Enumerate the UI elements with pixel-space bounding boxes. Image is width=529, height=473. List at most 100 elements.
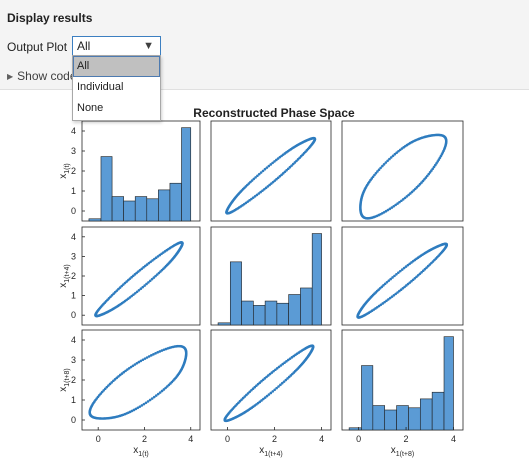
data-point [164,386,167,390]
data-point [426,264,430,268]
data-point [113,290,117,294]
data-point [398,200,401,204]
section-title: Display results [7,11,93,25]
histogram-bar [288,294,301,326]
data-point [251,196,255,199]
data-point [384,161,388,164]
data-point [412,189,415,192]
data-point [246,392,250,395]
data-point [393,274,396,278]
y-tick-label: 0 [71,415,76,425]
panel-r2-c1: 0 2 4 [210,329,332,444]
data-point [383,282,387,286]
output-plot-options-list[interactable]: All Individual None [72,55,161,121]
data-point [407,193,410,197]
data-point [137,288,141,292]
data-point [132,293,135,296]
data-point [261,378,265,382]
panel-r0-c1 [210,120,332,222]
y-tick-label: 2 [71,271,76,281]
y-axis-label-1: x1(t) [58,163,71,179]
data-point [392,293,396,297]
data-point [387,279,391,282]
data-point [122,370,126,374]
data-point [120,284,124,288]
histogram-bar [372,405,386,431]
data-point [245,393,248,397]
data-point [243,395,247,398]
data-point [280,173,283,177]
data-point [258,381,262,385]
data-point [248,199,251,202]
data-point [102,389,105,392]
data-point [271,390,275,393]
data-point [373,173,376,177]
data-point [408,281,412,284]
histogram-bar [384,409,397,431]
data-point [263,167,267,171]
data-point [268,372,272,376]
histogram-bar [241,300,254,326]
data-point [263,396,267,399]
data-point [405,284,408,287]
data-point [401,198,405,201]
chevron-down-icon: ▼ [143,40,154,52]
data-point [404,265,408,268]
x-tick-label: 0 [225,434,230,444]
data-point [156,351,159,354]
option-individual[interactable]: Individual [77,81,124,93]
data-point [403,196,407,200]
show-code-label: Show code [17,69,77,83]
chart-title: Reconstructed Phase Space [193,106,355,120]
data-point [382,163,386,166]
data-point [402,266,406,270]
x-tick-label: 0 [96,434,101,444]
data-point [146,400,150,403]
data-point [400,199,403,203]
data-point [405,195,409,198]
data-point [262,187,266,191]
data-point [162,388,166,391]
data-point [152,395,156,399]
data-point [435,161,438,165]
data-point [118,286,122,289]
data-point [379,166,382,170]
data-point [381,164,384,168]
data-point [273,388,276,392]
data-point [390,206,394,209]
data-point [253,194,257,198]
data-point [149,260,152,264]
data-point [147,281,150,284]
data-point [273,179,277,182]
data-point [275,386,278,390]
data-point [265,375,268,379]
data-point [396,291,399,294]
output-plot-selected-value: All [77,39,91,53]
data-point [138,405,142,408]
data-point [408,262,411,266]
option-all[interactable]: All [73,56,160,77]
data-point [250,388,253,392]
data-point [143,357,147,360]
histogram-bar [443,336,454,431]
show-code-toggle[interactable]: ▶ Show code [7,69,77,83]
option-none[interactable]: None [77,102,104,114]
data-point [311,137,314,140]
data-point [127,366,131,370]
data-point [115,376,119,380]
data-point [148,398,152,402]
x-tick-label: 2 [272,434,277,444]
data-point [113,378,117,381]
panel-r2-c2: 0 2 4 [341,329,464,444]
data-point [140,404,144,407]
y-axis-label-subscript: 1(t) [64,163,71,174]
data-point [399,288,403,291]
output-plot-dropdown[interactable]: All ▼ [72,36,161,56]
histogram-bar [146,198,159,222]
data-point [130,294,133,298]
data-point [256,174,259,178]
data-point [286,377,289,380]
data-point [267,164,271,168]
data-point [424,176,428,179]
